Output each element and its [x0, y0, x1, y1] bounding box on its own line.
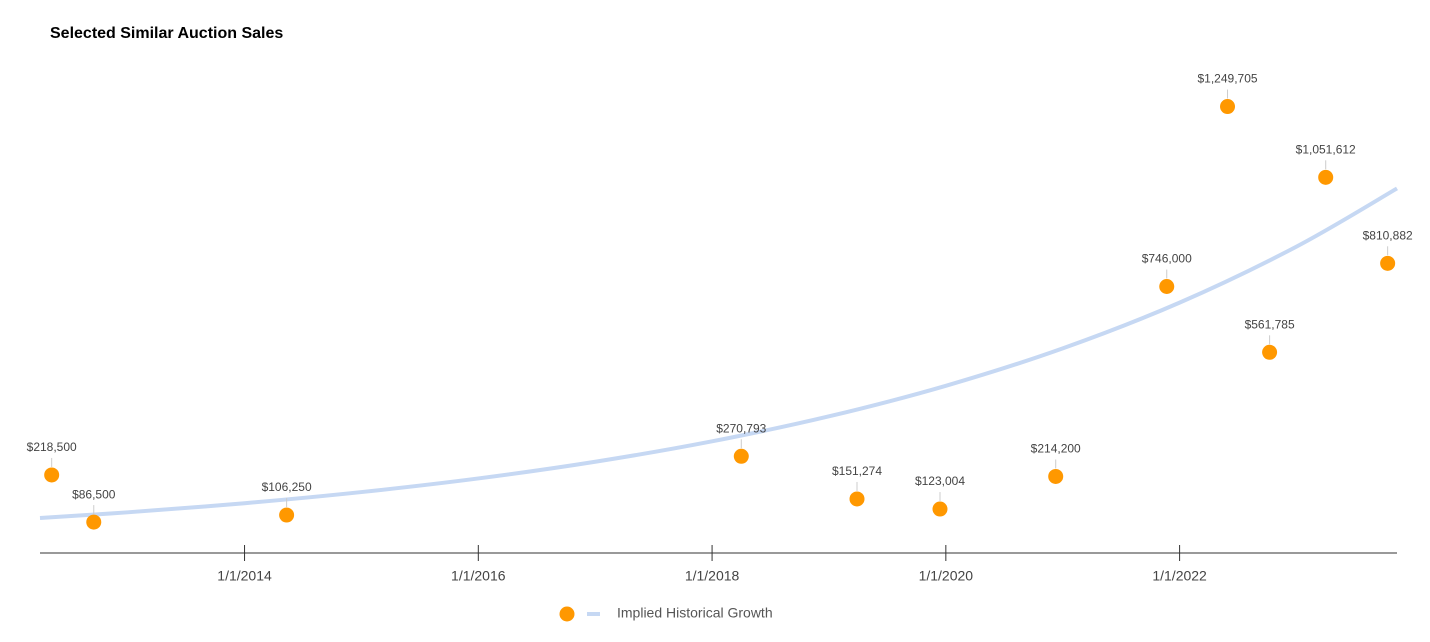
data-label: $746,000 [1142, 252, 1192, 266]
data-label: $106,250 [262, 480, 312, 494]
point [733, 448, 749, 464]
point [932, 501, 948, 517]
data-label: $1,051,612 [1296, 142, 1356, 156]
point [1380, 255, 1396, 271]
point [849, 491, 865, 507]
data-label: $86,500 [72, 487, 116, 501]
x-tick-label: 1/1/2016 [451, 568, 506, 584]
point [44, 467, 60, 483]
data-label: $151,274 [832, 464, 882, 478]
chart-title: Selected Similar Auction Sales [50, 25, 283, 42]
data-label: $561,785 [1245, 317, 1295, 331]
point [279, 507, 295, 523]
x-tick-label: 1/1/2022 [1152, 568, 1207, 584]
point [1159, 278, 1175, 294]
point [1262, 344, 1278, 360]
data-label: $218,500 [27, 440, 77, 454]
x-tick-label: 1/1/2014 [217, 568, 272, 584]
point [1220, 99, 1236, 115]
legend-label: Implied Historical Growth [617, 605, 773, 621]
x-tick-label: 1/1/2020 [919, 568, 974, 584]
x-tick-label: 1/1/2018 [685, 568, 740, 584]
point [86, 514, 102, 530]
legend-point [559, 606, 575, 622]
point [1318, 169, 1334, 185]
data-label: $810,882 [1363, 228, 1413, 242]
trend-line [39, 186, 1399, 521]
data-label: $1,249,705 [1197, 72, 1257, 86]
data-label: $123,004 [915, 474, 965, 488]
point [1048, 468, 1064, 484]
data-label: $270,793 [716, 421, 766, 435]
data-label: $214,200 [1031, 442, 1081, 456]
